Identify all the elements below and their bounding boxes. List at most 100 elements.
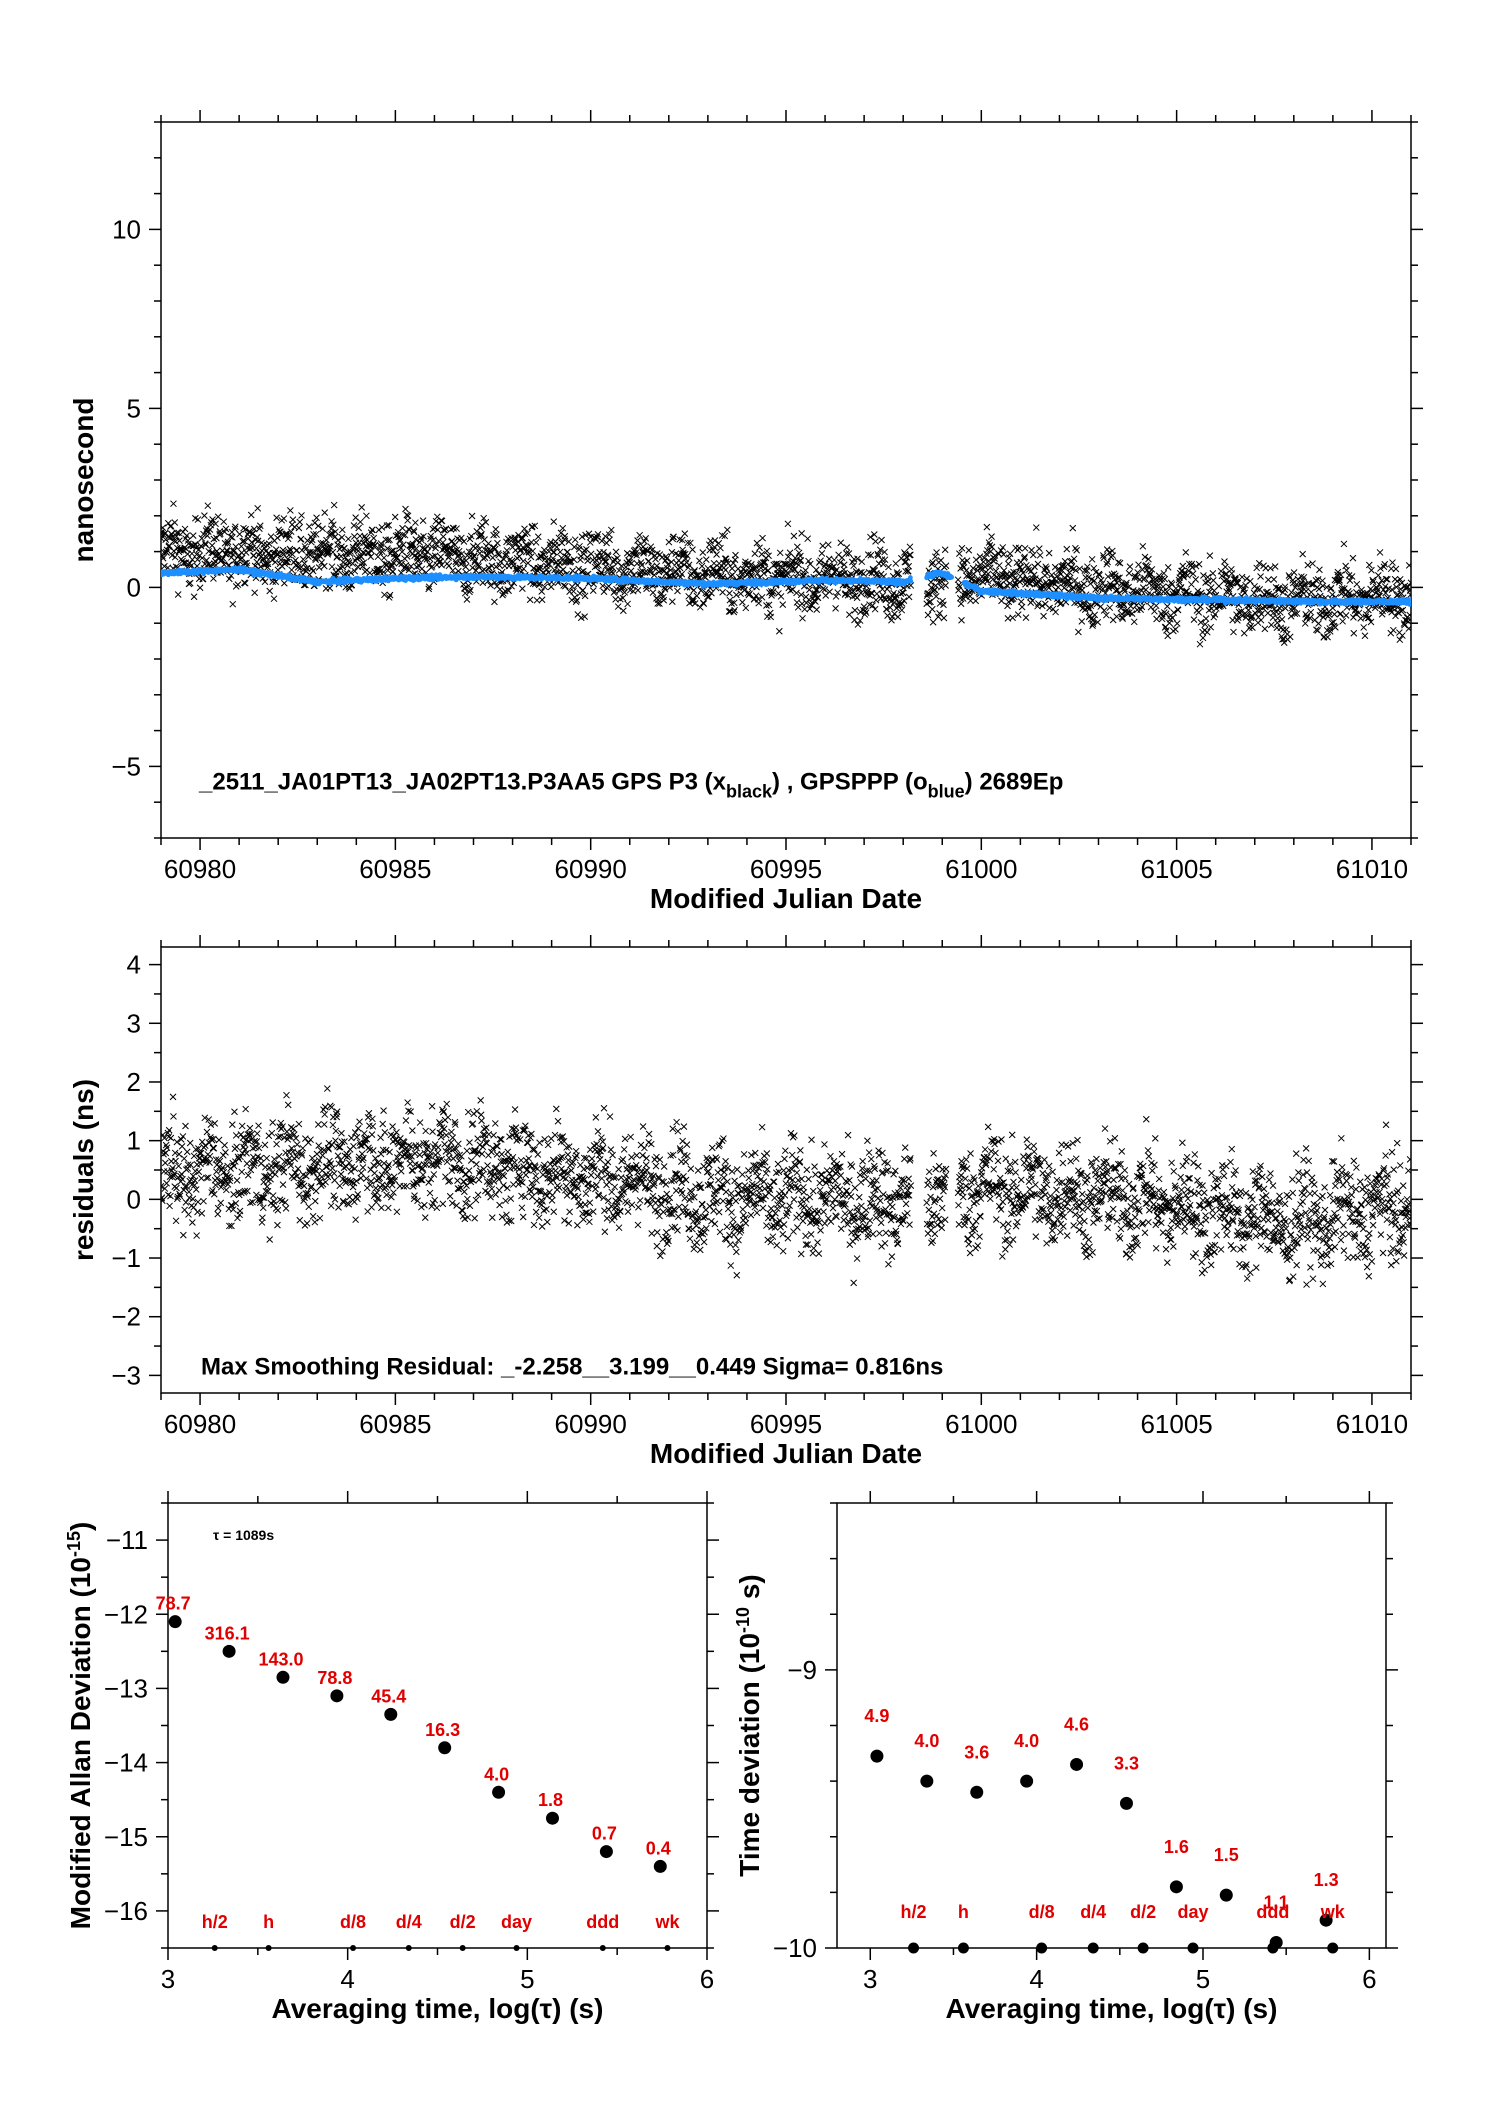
x-marker [478, 531, 485, 538]
x-marker [790, 532, 798, 540]
x-marker [1195, 560, 1203, 568]
series-gps-p3 [161, 500, 1411, 648]
x-marker [884, 612, 891, 619]
x-marker [227, 572, 235, 580]
x-marker [650, 571, 658, 579]
x-marker [342, 583, 350, 591]
x-marker [732, 551, 739, 559]
x-marker [684, 552, 691, 560]
x-marker [419, 517, 427, 524]
x-marker [591, 563, 599, 571]
x-marker [577, 552, 585, 560]
x-marker [700, 600, 708, 607]
x-marker [468, 512, 476, 520]
x-marker [540, 546, 548, 554]
x-marker [759, 559, 767, 566]
x-marker [1199, 634, 1207, 642]
x-marker [232, 543, 240, 550]
x-marker [220, 518, 228, 526]
x-marker [983, 523, 991, 531]
x-marker [375, 566, 383, 573]
x-marker [399, 541, 407, 548]
x-marker [645, 557, 653, 565]
x-marker [457, 534, 465, 542]
x-marker [558, 554, 565, 562]
x-marker [792, 559, 800, 567]
x-marker [871, 605, 879, 613]
x-marker [1087, 580, 1094, 588]
x-marker [806, 605, 814, 613]
x-marker [559, 566, 567, 574]
x-marker [201, 512, 208, 519]
x-marker [620, 583, 628, 591]
x-marker [438, 517, 446, 525]
x-marker [811, 592, 818, 600]
x-marker [341, 544, 348, 552]
x-marker [478, 521, 486, 529]
x-marker [1069, 524, 1077, 532]
x-marker [525, 548, 533, 556]
x-marker [681, 530, 689, 537]
x-marker [1360, 624, 1368, 631]
x-marker [295, 524, 303, 532]
x-marker [1202, 615, 1210, 622]
x-marker [570, 556, 578, 564]
x-marker [172, 538, 179, 545]
x-marker [730, 599, 738, 607]
x-marker [366, 569, 374, 577]
x-marker [162, 536, 170, 544]
x-marker [756, 544, 763, 552]
x-marker [571, 594, 579, 601]
y-tick-label: −5 [111, 751, 141, 781]
x-marker [1006, 550, 1014, 558]
x-marker [339, 559, 347, 566]
x-marker [487, 548, 495, 556]
x-marker [1209, 569, 1217, 577]
x-marker [1316, 566, 1323, 574]
x-marker [334, 537, 342, 544]
x-marker [1195, 608, 1203, 616]
x-marker [381, 591, 388, 599]
x-marker [806, 560, 814, 568]
x-marker [817, 557, 824, 565]
x-marker [190, 593, 198, 601]
x-marker [907, 551, 914, 559]
x-marker [931, 553, 939, 561]
x-marker [607, 526, 615, 534]
x-marker [689, 546, 696, 553]
x-marker [257, 563, 265, 571]
x-marker [399, 524, 406, 532]
x-marker [812, 586, 820, 594]
plot-frame [160, 121, 1412, 839]
x-marker [380, 554, 388, 562]
x-marker [538, 588, 546, 595]
x-marker [1257, 616, 1265, 624]
x-marker [228, 534, 236, 541]
x-marker [397, 544, 405, 552]
x-marker [1192, 576, 1200, 583]
x-marker [702, 573, 709, 581]
x-marker [447, 543, 454, 551]
x-marker [354, 547, 362, 555]
x-marker [1151, 607, 1158, 615]
x-marker [589, 587, 597, 594]
x-marker [784, 569, 791, 577]
x-marker [1052, 608, 1059, 616]
x-marker [347, 548, 354, 556]
x-marker [676, 536, 683, 543]
x-marker [892, 591, 900, 599]
x-marker [1279, 626, 1287, 633]
x-marker [570, 587, 577, 595]
x-marker [488, 562, 496, 570]
x-marker [1368, 566, 1375, 574]
x-marker [867, 551, 875, 559]
x-marker [984, 577, 992, 585]
x-marker [1040, 612, 1047, 620]
x-marker [1206, 552, 1214, 559]
x-marker [958, 616, 965, 624]
x-marker [878, 536, 885, 544]
x-marker [216, 530, 224, 538]
x-marker [586, 539, 594, 546]
x-marker [819, 542, 827, 550]
